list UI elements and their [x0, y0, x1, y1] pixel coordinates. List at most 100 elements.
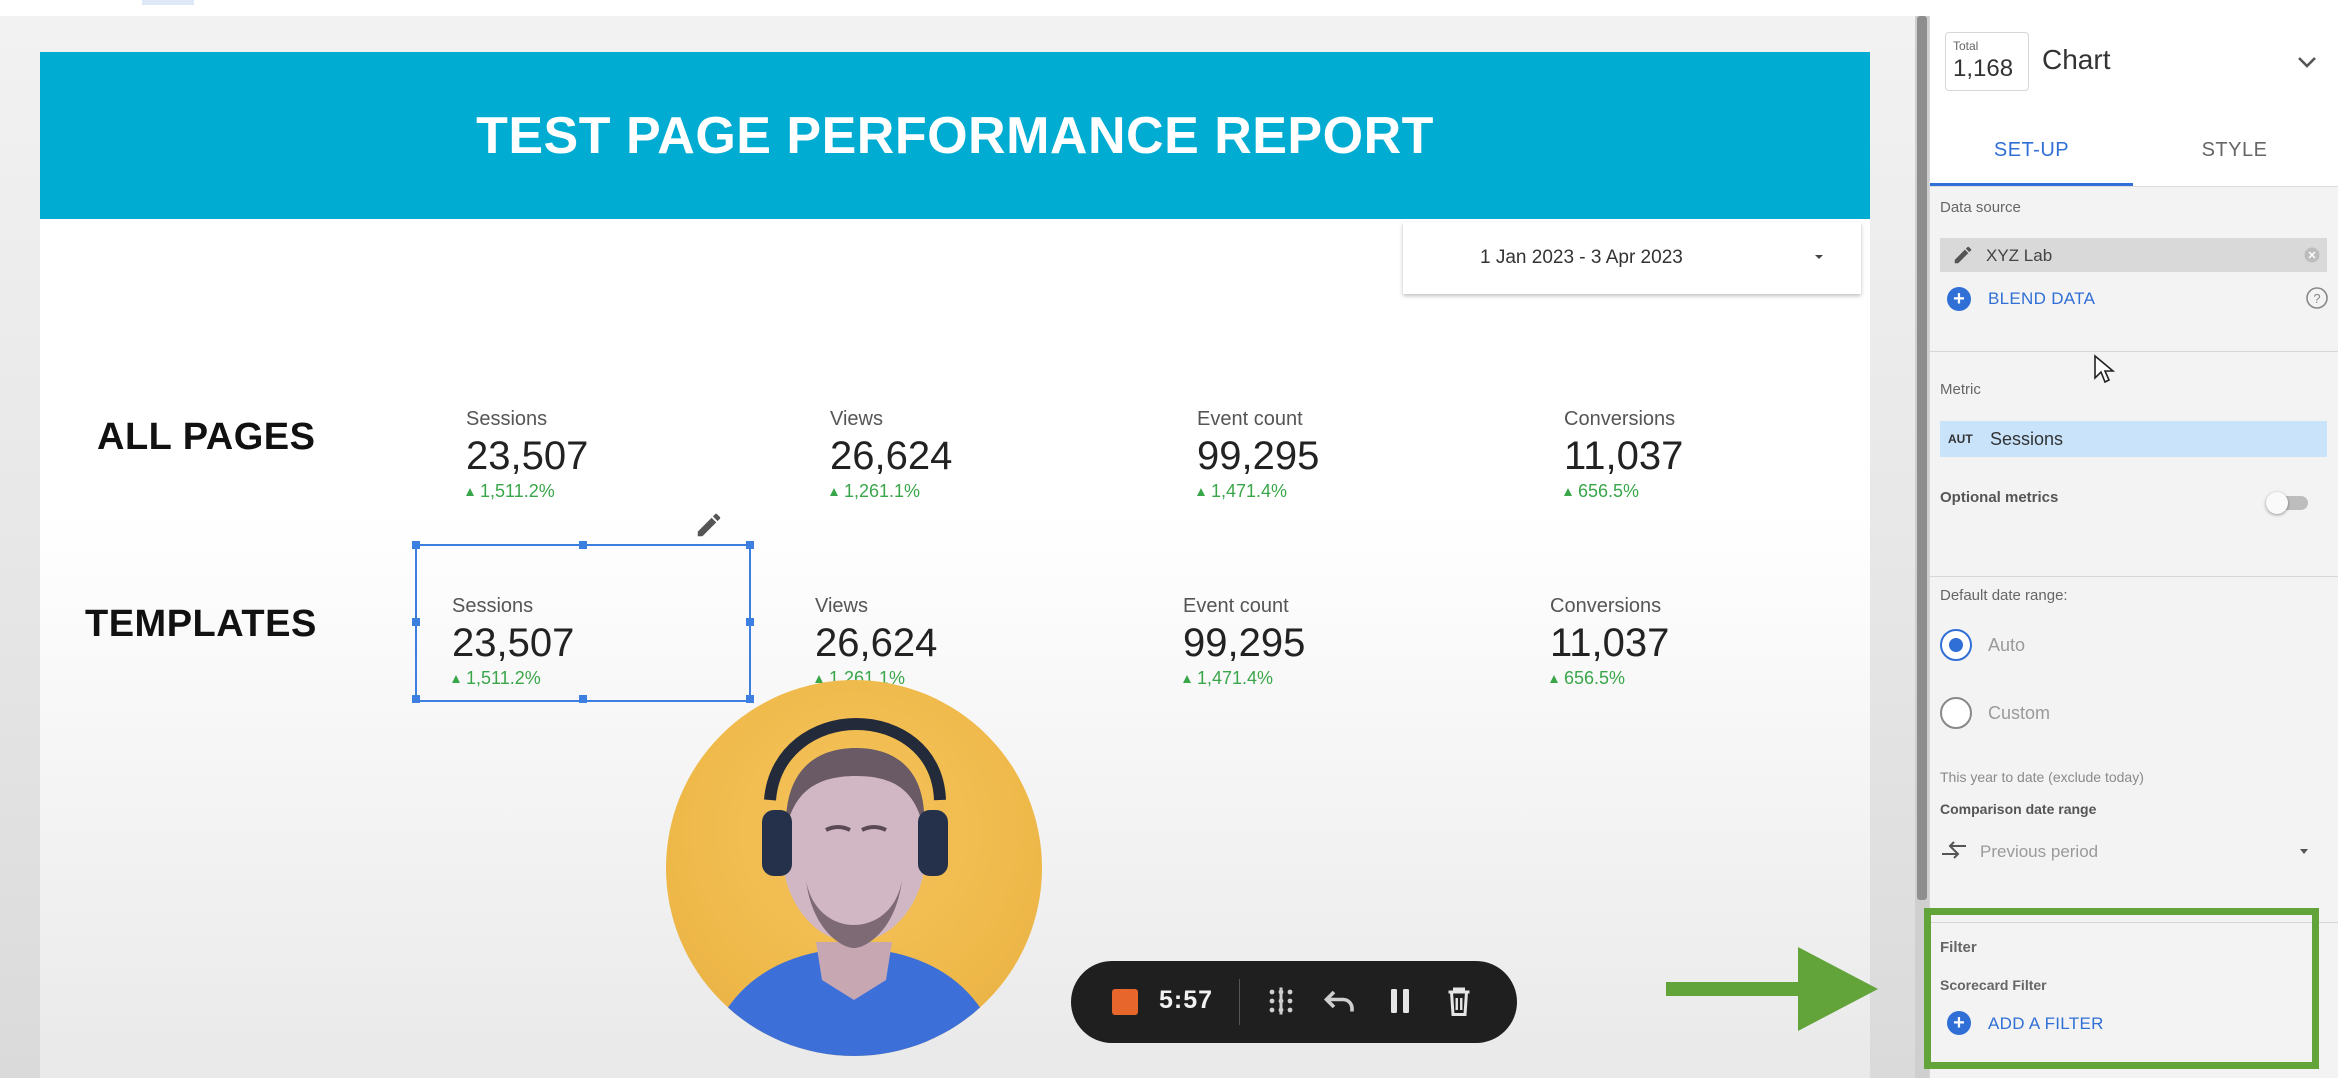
scorecard-value: 26,624 [830, 434, 953, 478]
scorecard-sessions[interactable]: Sessions 23,507 1,511.2% [466, 408, 588, 502]
scorecard-value: 23,507 [466, 434, 589, 478]
data-source-name: XYZ Lab [1986, 246, 2053, 265]
scorecard-value: 23,507 [452, 621, 575, 665]
date-range-note: This year to date (exclude today) [1940, 769, 2144, 785]
canvas-scrollbar[interactable] [1915, 16, 1929, 1078]
up-arrow-icon [1197, 488, 1205, 496]
scorecard-value: 99,295 [1183, 621, 1306, 665]
add-filter-link[interactable]: ADD A FILTER [1988, 1014, 2104, 1033]
plus-icon[interactable]: + [1947, 1011, 1971, 1035]
comparison-heading: Comparison date range [1940, 801, 2097, 817]
edit-pencil-icon[interactable] [694, 510, 724, 540]
radio-auto[interactable] [1940, 629, 1972, 661]
chevron-down-icon[interactable] [2295, 50, 2319, 74]
scorecard-label: Conversions [1550, 595, 1662, 617]
up-arrow-icon [830, 488, 838, 496]
help-icon[interactable]: ? [2305, 286, 2329, 310]
scorecard-change: 1,471.4% [1183, 668, 1305, 689]
scorecard-change: 656.5% [1564, 481, 1683, 502]
scorecard-change: 656.5% [1550, 668, 1669, 689]
date-range-control[interactable]: 1 Jan 2023 - 3 Apr 2023 [1403, 222, 1861, 294]
plus-icon[interactable]: + [1947, 287, 1971, 311]
browser-top-bar [0, 0, 2338, 17]
optional-metrics-label: Optional metrics [1940, 489, 2059, 506]
scorecard-change: 1,261.1% [830, 481, 952, 502]
undo-icon[interactable] [1322, 983, 1358, 1019]
row-label-templates[interactable]: TEMPLATES [85, 603, 317, 645]
chart-type-chip[interactable]: Total 1,168 [1945, 32, 2029, 91]
resize-handle[interactable] [579, 541, 587, 549]
properties-panel: Total 1,168 Chart SET-UP STYLE Data sour… [1929, 16, 2338, 1078]
tab-style[interactable]: STYLE [2201, 138, 2268, 161]
panel-tabs: SET-UP STYLE [1930, 114, 2338, 187]
scorecard-change: 1,511.2% [466, 481, 588, 502]
dropdown-caret-icon[interactable] [2300, 849, 2308, 854]
total-value: 1,168 [1953, 55, 2014, 82]
date-range-text: 1 Jan 2023 - 3 Apr 2023 [1480, 247, 1683, 268]
scorecard-change: 1,471.4% [1197, 481, 1319, 502]
presenter-avatar [706, 717, 1002, 1056]
toggle-knob [2266, 492, 2288, 514]
scorecard-conversions[interactable]: Conversions 11,037 656.5% [1564, 408, 1683, 502]
tab-indicator [142, 0, 194, 5]
trash-icon[interactable] [1441, 983, 1477, 1019]
optional-metrics-toggle[interactable] [2266, 492, 2310, 514]
metric-chip[interactable]: AUT Sessions [1940, 421, 2327, 457]
pause-icon[interactable] [1382, 983, 1418, 1019]
grid-icon[interactable] [1263, 983, 1299, 1019]
scorecard-event-count[interactable]: Event count 99,295 1,471.4% [1197, 408, 1319, 502]
stop-icon[interactable] [1112, 989, 1138, 1015]
scorecard-label: Sessions [466, 408, 548, 430]
clear-icon[interactable] [2303, 246, 2321, 264]
blend-data-link[interactable]: BLEND DATA [1988, 289, 2096, 308]
up-arrow-icon [1183, 675, 1191, 683]
up-arrow-icon [815, 675, 823, 683]
scorecard-event-count[interactable]: Event count 99,295 1,471.4% [1183, 595, 1305, 689]
scorecard-conversions[interactable]: Conversions 11,037 656.5% [1550, 595, 1669, 689]
mouse-cursor-icon [2094, 354, 2115, 384]
up-arrow-icon [452, 675, 460, 683]
highlight-box [1924, 908, 2319, 1069]
resize-handle[interactable] [746, 618, 754, 626]
scorecard-value: 26,624 [815, 621, 938, 665]
scorecard-filter-heading: Scorecard Filter [1940, 977, 2047, 993]
radio-custom[interactable] [1940, 697, 1972, 729]
report-canvas: TEST PAGE PERFORMANCE REPORT 1 Jan 2023 … [0, 16, 1915, 1078]
resize-handle[interactable] [746, 695, 754, 703]
selection-box[interactable] [412, 541, 754, 703]
metric-name: Sessions [1990, 429, 2064, 449]
radio-custom-label: Custom [1988, 703, 2051, 723]
panel-title: Chart [2042, 44, 2111, 75]
scorecard-label: Event count [1183, 595, 1289, 617]
scorecard-label: Event count [1197, 408, 1303, 430]
resize-handle[interactable] [412, 618, 420, 626]
report-banner[interactable]: TEST PAGE PERFORMANCE REPORT [40, 52, 1870, 219]
scorecard-value: 11,037 [1564, 434, 1684, 478]
resize-handle[interactable] [412, 541, 420, 549]
resize-handle[interactable] [579, 695, 587, 703]
date-range-heading: Default date range: [1940, 587, 2068, 604]
resize-handle[interactable] [746, 541, 754, 549]
report-title: TEST PAGE PERFORMANCE REPORT [476, 106, 1434, 165]
section-divider [1930, 576, 2338, 577]
scorecard-views[interactable]: Views 26,624 1,261.1% [830, 408, 952, 502]
resize-handle[interactable] [412, 695, 420, 703]
data-source-row[interactable]: XYZ Lab [1940, 238, 2327, 272]
scrollbar-thumb[interactable] [1917, 16, 1927, 900]
filter-heading: Filter [1940, 939, 1977, 956]
metric-type-badge: AUT [1948, 432, 1973, 446]
scorecard-value: 99,295 [1197, 434, 1320, 478]
row-label-all-pages[interactable]: ALL PAGES [97, 416, 316, 458]
recording-timer: 5:57 [1159, 986, 1214, 1014]
scorecard-label: Views [830, 408, 883, 430]
compare-arrows-icon [1942, 841, 1966, 859]
scorecard-sessions-selected[interactable]: Sessions 23,507 1,511.2% [452, 595, 574, 689]
pencil-icon[interactable] [1952, 244, 1974, 266]
tab-setup[interactable]: SET-UP [1930, 114, 2133, 186]
up-arrow-icon [466, 488, 474, 496]
svg-text:?: ? [2313, 291, 2320, 306]
comparison-select[interactable]: Previous period [1980, 842, 2099, 861]
section-divider [1930, 922, 2338, 923]
scorecard-views[interactable]: Views 26,624 1,261.1% [815, 595, 937, 689]
total-label: Total [1953, 39, 1979, 53]
